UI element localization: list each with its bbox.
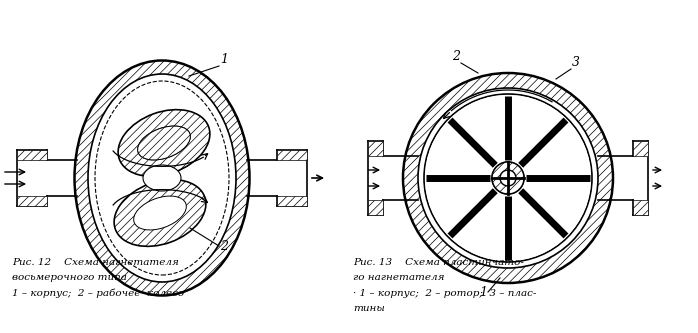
Text: тины: тины: [353, 304, 385, 313]
Wedge shape: [508, 178, 591, 236]
Wedge shape: [450, 95, 508, 178]
Ellipse shape: [138, 126, 191, 160]
Text: 2: 2: [452, 50, 460, 63]
Bar: [17, 196, 47, 206]
Ellipse shape: [88, 74, 236, 282]
Text: 2: 2: [220, 240, 228, 253]
Text: Рис. 13    Схема пластинчато-: Рис. 13 Схема пластинчато-: [353, 258, 524, 267]
Bar: [633, 141, 648, 156]
Circle shape: [418, 88, 598, 268]
Bar: [277, 196, 307, 206]
Bar: [368, 141, 383, 156]
Wedge shape: [508, 120, 591, 178]
Wedge shape: [450, 178, 508, 261]
Text: 1 – корпус;  2 – рабочее  колесо: 1 – корпус; 2 – рабочее колесо: [12, 289, 184, 298]
Ellipse shape: [143, 165, 181, 191]
Text: 1: 1: [479, 286, 487, 299]
Text: Рис. 12    Схема нагнетателя: Рис. 12 Схема нагнетателя: [12, 258, 179, 267]
Wedge shape: [508, 178, 566, 261]
Wedge shape: [425, 178, 508, 236]
Bar: [368, 200, 383, 215]
Text: 1: 1: [220, 53, 228, 66]
Text: · 1 – корпус;  2 – ротор;  3 – плас-: · 1 – корпус; 2 – ротор; 3 – плас-: [353, 289, 536, 298]
Circle shape: [500, 170, 516, 186]
Ellipse shape: [114, 179, 206, 246]
Wedge shape: [508, 95, 566, 178]
Ellipse shape: [75, 61, 249, 295]
Bar: [277, 150, 307, 160]
Text: го нагнетателя: го нагнетателя: [353, 273, 445, 282]
Wedge shape: [425, 120, 508, 178]
Ellipse shape: [138, 126, 191, 160]
Text: 3: 3: [572, 56, 580, 69]
Circle shape: [492, 162, 524, 194]
Ellipse shape: [133, 196, 186, 230]
Circle shape: [492, 162, 524, 194]
Bar: [17, 150, 47, 160]
Bar: [633, 200, 648, 215]
Text: восьмерочного типа: восьмерочного типа: [12, 273, 127, 282]
Circle shape: [403, 73, 613, 283]
Circle shape: [424, 94, 592, 262]
Ellipse shape: [118, 110, 210, 176]
